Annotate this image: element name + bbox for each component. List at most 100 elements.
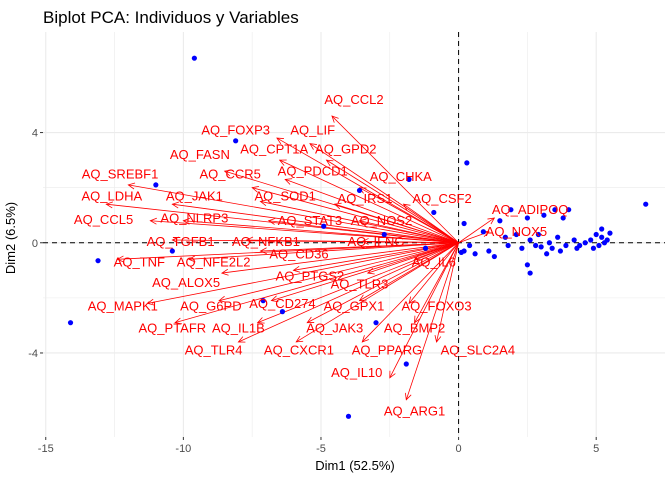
variable-arrowhead: [358, 218, 367, 226]
variable-arrowhead: [306, 316, 315, 324]
variable-label: AQ_IL6: [412, 255, 456, 270]
reference-lines: [43, 32, 665, 437]
variable-label: AQ_NFKB1: [232, 234, 300, 249]
variable-arrowhead: [171, 201, 180, 209]
individual-point: [373, 320, 379, 326]
variable-arrow: [436, 242, 459, 343]
variable-arrow: [414, 242, 459, 323]
variable-arrowhead: [220, 268, 229, 276]
individual-point: [544, 251, 550, 257]
individual-point: [566, 207, 572, 213]
variable-arrow: [128, 184, 459, 244]
x-tick-label: 5: [593, 443, 599, 455]
individual-point: [546, 240, 553, 246]
individual-points: [67, 55, 649, 419]
variable-label: AQ_CPT1A: [240, 142, 308, 157]
variable-label: AQ_GPD2: [315, 142, 376, 157]
variable-arrowhead: [358, 187, 367, 194]
variable-arrow: [183, 220, 459, 244]
variable-label: AQ_TNF: [114, 255, 165, 270]
variable-label: AQ_IL10: [331, 365, 382, 380]
individual-point: [458, 249, 464, 256]
individual-point: [541, 212, 547, 218]
variable-arrowhead: [187, 255, 196, 263]
variable-arrowhead: [146, 298, 155, 306]
variable-label: AQ_NOX5: [486, 224, 547, 239]
variable-arrow: [221, 242, 459, 274]
individual-point: [571, 237, 577, 243]
variable-arrowhead: [402, 203, 411, 211]
individual-point: [403, 361, 409, 367]
variable-arrowhead: [237, 336, 246, 343]
individual-point: [356, 187, 363, 194]
individual-point: [461, 220, 467, 227]
individual-point: [233, 138, 239, 144]
variable-arrowhead: [361, 238, 369, 245]
individual-point: [508, 207, 514, 213]
variable-arrowhead: [256, 317, 265, 324]
chart-title: Biplot PCA: Individuos y Variables: [43, 8, 299, 27]
individual-point: [422, 245, 429, 251]
variable-label: AQ_MAPK1: [88, 299, 158, 314]
variable-arrowhead: [414, 315, 421, 324]
variable-arrow: [279, 159, 459, 244]
variable-arrowhead: [270, 295, 279, 303]
variable-label: AQ_STAT3: [278, 213, 343, 228]
variable-arrowhead: [278, 159, 287, 166]
individual-point: [524, 262, 530, 268]
variable-arrowhead: [389, 370, 396, 379]
variable-arrowhead: [413, 253, 422, 261]
variable-label: AQ_SLC2A4: [441, 343, 515, 358]
x-tick-label: -10: [175, 443, 191, 455]
variable-arrow: [188, 242, 459, 260]
variable-arrowhead: [361, 335, 369, 343]
x-tick-label: 0: [456, 443, 462, 455]
variable-arrowhead: [149, 217, 157, 225]
individual-point: [555, 234, 561, 240]
variable-arrowhead: [223, 169, 232, 177]
individual-point: [643, 201, 649, 207]
variable-arrow: [174, 242, 459, 324]
variable-label: AQ_FASN: [170, 147, 230, 162]
variable-arrow: [309, 143, 459, 244]
variable-arrowhead: [284, 178, 293, 185]
variable-label: AQ_CCL2: [324, 92, 383, 107]
variable-arrow: [257, 242, 459, 324]
variable-arrow: [307, 242, 459, 324]
variable-arrowhead: [331, 115, 339, 123]
variable-label: AQ_BMP2: [384, 321, 445, 336]
individual-point: [588, 237, 594, 243]
variable-arrowhead: [182, 217, 191, 225]
variable-arrowhead: [487, 217, 496, 225]
variable-label: AQ_SREBF1: [82, 166, 159, 181]
variable-arrowhead: [174, 317, 183, 325]
variable-arrowhead: [434, 335, 442, 343]
variable-label: AQ_PTAFR: [139, 321, 207, 336]
variable-arrow: [147, 242, 459, 304]
individual-point: [260, 298, 266, 304]
variable-arrowhead: [251, 185, 260, 193]
individual-point: [533, 242, 539, 249]
individual-point: [557, 248, 564, 254]
individual-point: [505, 242, 511, 249]
variable-arrow: [219, 242, 459, 302]
individual-point: [535, 231, 541, 238]
variable-arrow: [361, 242, 459, 343]
variable-label: AQ_ADIPOQ: [492, 202, 569, 217]
variable-arrowhead: [171, 236, 179, 244]
variable-label: AQ_CD274: [249, 296, 315, 311]
y-tick-label: -4: [28, 348, 38, 360]
individual-point: [480, 229, 486, 235]
variable-arrow: [271, 242, 459, 302]
individual-point: [67, 320, 74, 326]
x-axis-title: Dim1 (52.5%): [315, 458, 394, 473]
individual-point: [497, 218, 503, 224]
variable-label: AQ_FOXO3: [402, 299, 472, 314]
variable-arrowhead: [325, 159, 334, 167]
individual-point: [524, 215, 530, 221]
individual-point: [513, 231, 519, 238]
variable-arrow: [359, 187, 459, 244]
variable-arrow: [260, 201, 459, 244]
axis-ticks: -15 -10 -5 0 5 -4 0 4: [28, 128, 599, 455]
